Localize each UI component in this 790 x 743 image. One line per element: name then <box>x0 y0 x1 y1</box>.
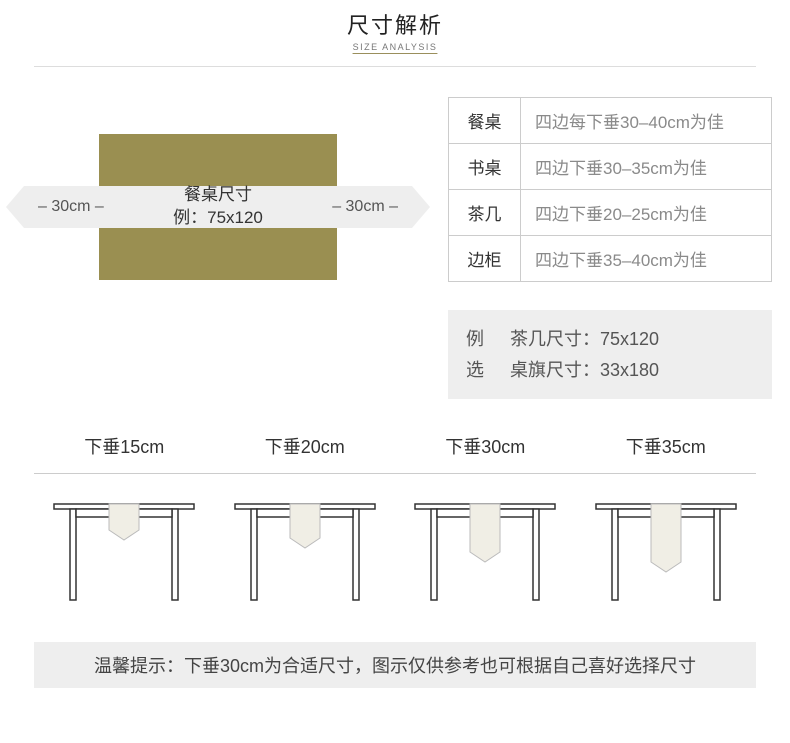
table-illustration <box>591 492 741 612</box>
tip-bar: 温馨提示：下垂30cm为合适尺寸，图示仅供参考也可根据自己喜好选择尺寸 <box>34 642 756 688</box>
hang-labels: 下垂15cm 下垂20cm 下垂30cm 下垂35cm <box>34 433 756 459</box>
guide-val: 四边下垂35–40cm为佳 <box>521 236 772 282</box>
center-line1: 餐桌尺寸 <box>173 184 263 207</box>
dimension-bar: – 30cm – 餐桌尺寸 例：75x120 – 30cm – <box>24 186 412 228</box>
guide-table: 餐桌四边每下垂30–40cm为佳书桌四边下垂30–35cm为佳茶几四边下垂20–… <box>448 97 772 282</box>
guide-key: 边柜 <box>449 236 521 282</box>
hang-label: 下垂30cm <box>445 433 525 459</box>
left-dim: – 30cm – <box>38 198 104 216</box>
guide-row: 餐桌四边每下垂30–40cm为佳 <box>449 98 772 144</box>
guide-row: 边柜四边下垂35–40cm为佳 <box>449 236 772 282</box>
guide-val: 四边下垂20–25cm为佳 <box>521 190 772 236</box>
hang-label: 下垂35cm <box>626 433 706 459</box>
hang-label: 下垂15cm <box>84 433 164 459</box>
example-box: 例 茶几尺寸：75x120 选 桌旗尺寸：33x180 <box>448 310 772 399</box>
hang-label: 下垂20cm <box>265 433 345 459</box>
center-label: 餐桌尺寸 例：75x120 <box>173 184 263 230</box>
ex2-text: 桌旗尺寸：33x180 <box>510 360 659 380</box>
guide-val: 四边每下垂30–40cm为佳 <box>521 98 772 144</box>
title-en: SIZE ANALYSIS <box>0 42 790 52</box>
table-illustration <box>410 492 560 612</box>
guide-val: 四边下垂30–35cm为佳 <box>521 144 772 190</box>
center-line2: 例：75x120 <box>173 207 263 230</box>
guide-row: 茶几四边下垂20–25cm为佳 <box>449 190 772 236</box>
title-cn: 尺寸解析 <box>0 8 790 40</box>
ex2-label: 选 <box>466 355 492 386</box>
ex1-text: 茶几尺寸：75x120 <box>510 329 659 349</box>
guide-key: 书桌 <box>449 144 521 190</box>
tables-row <box>0 474 790 612</box>
right-dim: – 30cm – <box>332 198 398 216</box>
ex1-label: 例 <box>466 324 492 355</box>
table-illustration <box>230 492 380 612</box>
guide-key: 茶几 <box>449 190 521 236</box>
size-diagram: – 30cm – 餐桌尺寸 例：75x120 – 30cm – <box>18 97 418 317</box>
guide-key: 餐桌 <box>449 98 521 144</box>
guide-row: 书桌四边下垂30–35cm为佳 <box>449 144 772 190</box>
table-illustration <box>49 492 199 612</box>
